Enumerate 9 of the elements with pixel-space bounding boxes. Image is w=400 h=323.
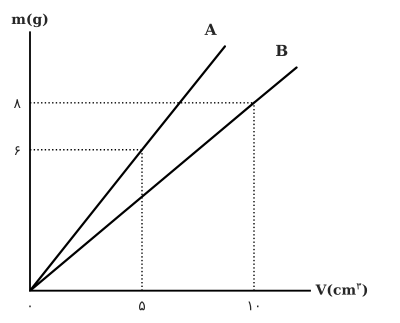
x-tick-label: ۱۰ xyxy=(248,301,258,310)
x-tick-label: ۵ xyxy=(138,301,146,310)
y-tick-label: ۶ xyxy=(14,146,20,156)
series-label: B xyxy=(276,44,288,56)
x-axis-title: V(cm$^{۳}$) xyxy=(316,283,368,297)
series-label: A xyxy=(204,24,217,35)
x-tick-label: ۰ xyxy=(29,306,31,308)
y-axis-title: m(g) xyxy=(12,13,48,28)
y-tick-label: ۸ xyxy=(14,99,21,108)
